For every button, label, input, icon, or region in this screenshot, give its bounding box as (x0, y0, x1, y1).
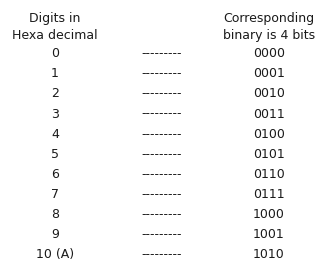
Text: ---------: --------- (142, 188, 182, 201)
Text: 0: 0 (51, 47, 59, 60)
Text: 0111: 0111 (253, 188, 285, 201)
Text: 0110: 0110 (253, 168, 285, 181)
Text: 2: 2 (51, 87, 59, 100)
Text: binary is 4 bits: binary is 4 bits (223, 29, 315, 42)
Text: 4: 4 (51, 128, 59, 141)
Text: 8: 8 (51, 208, 59, 221)
Text: ---------: --------- (142, 148, 182, 161)
Text: 0001: 0001 (253, 67, 285, 80)
Text: 1010: 1010 (253, 248, 285, 261)
Text: 6: 6 (51, 168, 59, 181)
Text: 0101: 0101 (253, 148, 285, 161)
Text: ---------: --------- (142, 168, 182, 181)
Text: 1: 1 (51, 67, 59, 80)
Text: 0000: 0000 (253, 47, 285, 60)
Text: ---------: --------- (142, 67, 182, 80)
Text: ---------: --------- (142, 228, 182, 241)
Text: 9: 9 (51, 228, 59, 241)
Text: Digits in: Digits in (29, 12, 81, 25)
Text: ---------: --------- (142, 47, 182, 60)
Text: ---------: --------- (142, 208, 182, 221)
Text: 10 (A): 10 (A) (36, 248, 74, 261)
Text: ---------: --------- (142, 128, 182, 141)
Text: Hexa decimal: Hexa decimal (12, 29, 98, 42)
Text: 0011: 0011 (253, 108, 285, 120)
Text: ---------: --------- (142, 108, 182, 120)
Text: ---------: --------- (142, 248, 182, 261)
Text: 7: 7 (51, 188, 59, 201)
Text: Corresponding: Corresponding (223, 12, 315, 25)
Text: 3: 3 (51, 108, 59, 120)
Text: 1000: 1000 (253, 208, 285, 221)
Text: 1001: 1001 (253, 228, 285, 241)
Text: 0100: 0100 (253, 128, 285, 141)
Text: 0010: 0010 (253, 87, 285, 100)
Text: 5: 5 (51, 148, 59, 161)
Text: ---------: --------- (142, 87, 182, 100)
